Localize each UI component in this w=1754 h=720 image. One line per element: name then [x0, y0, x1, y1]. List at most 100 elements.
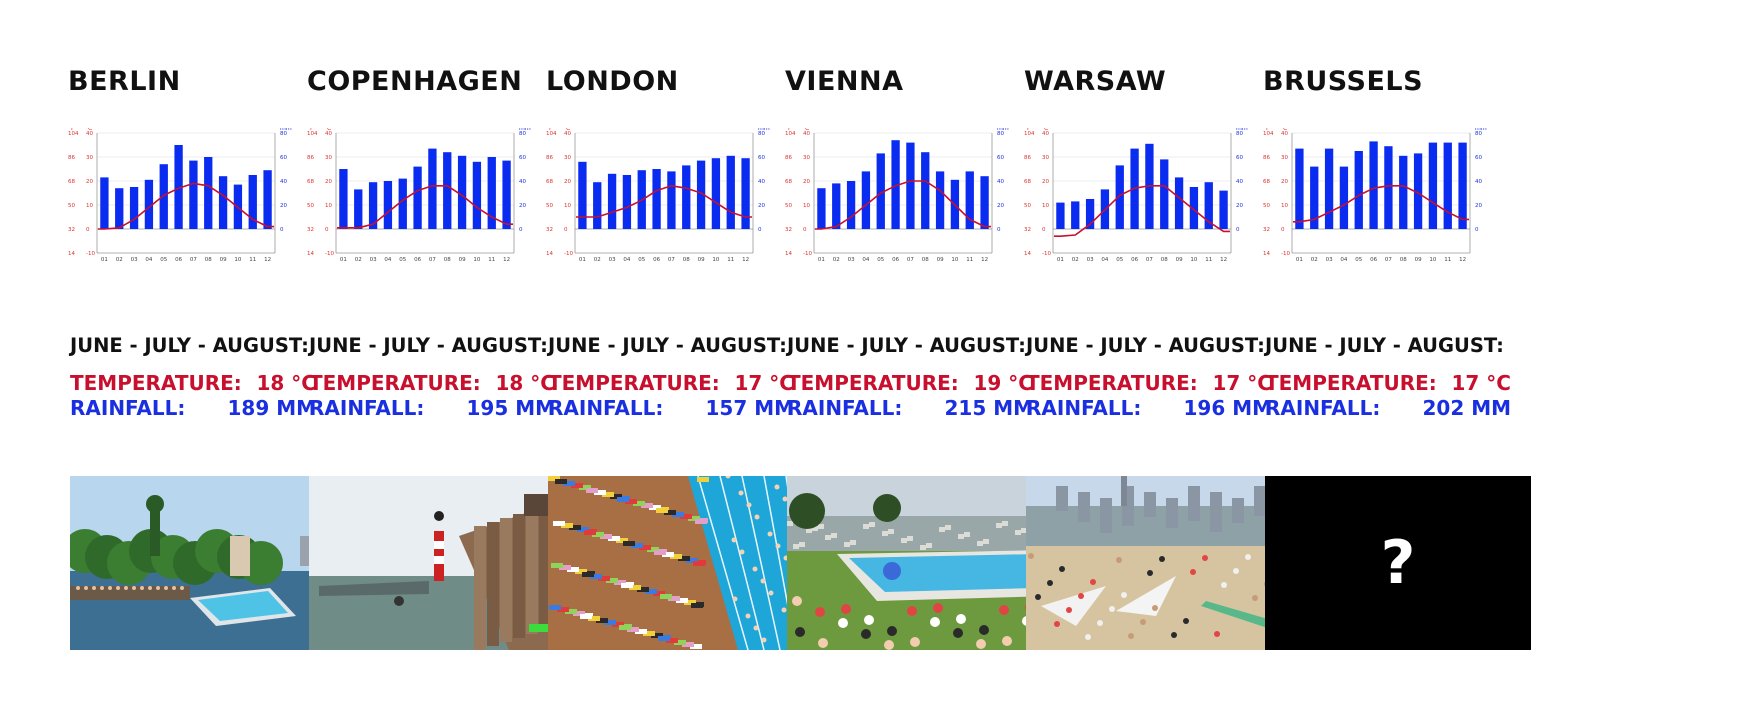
month-tick-label: 11	[488, 257, 495, 263]
month-tick-label: 10	[1190, 257, 1197, 263]
month-tick-label: 01	[1296, 257, 1303, 263]
rain-bar-04	[622, 175, 632, 229]
tick-label-f: 14	[1263, 251, 1270, 257]
rainfall-row: RAINFALL: 202 MM	[1265, 396, 1511, 420]
tick-label-mm: 0	[1236, 227, 1240, 233]
rainfall-label: RAINFALL:	[70, 396, 186, 420]
temperature-line	[1054, 185, 1230, 237]
city-photo	[309, 476, 575, 650]
rain-bar-03	[1085, 199, 1095, 229]
climate-chart: °F °C mm 14 -10 32 0 50 10 68 20 86 30 104 40 0 20 40 60 80…	[546, 125, 812, 298]
temperature-value: 17 °C	[1451, 371, 1511, 395]
rain-bar-11	[248, 175, 257, 229]
month-tick-label: 11	[727, 257, 734, 263]
rain-bar-11	[726, 155, 735, 229]
tick-label-c: 30	[325, 155, 332, 161]
fahrenheit-unit-label: °F	[1263, 128, 1270, 132]
rain-bar-12	[502, 160, 511, 229]
tick-label-f: 86	[1263, 155, 1270, 161]
tick-label-c: -10	[1042, 251, 1051, 257]
climate-chart: °F °C mm 14 -10 32 0 50 10 68 20 86 30 104 40 0 20 40 60 80…	[1024, 125, 1290, 298]
temperature-label: TEMPERATURE:	[309, 371, 481, 395]
tick-label-c: 30	[1042, 155, 1049, 161]
tick-label-mm: 60	[280, 155, 287, 161]
tick-label-c: 20	[86, 179, 93, 185]
tick-label-f: 68	[785, 179, 792, 185]
tick-label-f: 50	[1024, 203, 1031, 209]
celsius-unit-label: °C	[85, 128, 92, 132]
city-title: WARSAW	[1024, 66, 1167, 97]
tick-label-mm: 20	[758, 203, 765, 209]
rain-bar-09	[218, 176, 228, 229]
fahrenheit-unit-label: °F	[1024, 128, 1031, 132]
temperature-row: TEMPERATURE: 17 °C	[548, 371, 794, 395]
tick-label-mm: 0	[280, 227, 284, 233]
tick-label-c: 40	[325, 131, 332, 137]
tick-label-f: 32	[785, 227, 792, 233]
tick-label-c: 20	[564, 179, 571, 185]
temperature-line	[337, 185, 513, 229]
month-tick-label: 07	[1385, 257, 1392, 263]
photo-warsaw-river-beach	[1026, 476, 1292, 650]
rain-bar-08	[921, 152, 930, 229]
temperature-label: TEMPERATURE:	[548, 371, 720, 395]
season-label: JUNE - JULY - AUGUST:	[548, 334, 787, 357]
temperature-row: TEMPERATURE: 18 °C	[70, 371, 316, 395]
photo-berlin-bathing-ship	[70, 476, 336, 650]
tick-label-c: 0	[325, 227, 329, 233]
tick-label-mm: 40	[997, 179, 1004, 185]
rain-bar-10	[711, 158, 721, 229]
month-tick-label: 09	[698, 257, 705, 263]
tick-label-mm: 60	[758, 155, 765, 161]
rainfall-row: RAINFALL: 215 MM	[787, 396, 1033, 420]
rain-bar-07	[428, 148, 437, 229]
rainfall-row: RAINFALL: 157 MM	[548, 396, 794, 420]
tick-label-f: 104	[307, 131, 318, 137]
temperature-label: TEMPERATURE:	[70, 371, 242, 395]
month-tick-label: 02	[355, 257, 362, 263]
month-tick-label: 03	[370, 257, 377, 263]
tick-label-f: 68	[307, 179, 314, 185]
tick-label-f: 50	[68, 203, 75, 209]
tick-label-c: 40	[803, 131, 810, 137]
rain-bar-01	[100, 177, 109, 229]
month-tick-label: 08	[1161, 257, 1168, 263]
climate-chart: °F °C mm 14 -10 32 0 50 10 68 20 86 30 104 40 0 20 40 60 80…	[785, 125, 1051, 298]
tick-label-mm: 20	[519, 203, 526, 209]
month-tick-label: 08	[205, 257, 212, 263]
tick-label-f: 50	[1263, 203, 1270, 209]
temperature-line	[576, 185, 752, 218]
month-tick-label: 04	[145, 257, 152, 263]
tick-label-mm: 80	[280, 131, 287, 137]
rainfall-label: RAINFALL:	[548, 396, 664, 420]
month-tick-label: 10	[712, 257, 719, 263]
tick-label-mm: 60	[519, 155, 526, 161]
rain-bar-11	[1204, 182, 1213, 229]
tick-label-f: 68	[1024, 179, 1031, 185]
rain-bar-11	[965, 171, 974, 229]
rain-bar-07	[906, 142, 915, 229]
tick-label-f: 32	[307, 227, 314, 233]
climate-chart: °F °C mm 14 -10 32 0 50 10 68 20 86 30 104 40 0 20 40 60 80…	[1263, 125, 1529, 298]
rain-bar-04	[144, 179, 154, 229]
temperature-row: TEMPERATURE: 18 °C	[309, 371, 555, 395]
rain-bar-05	[1115, 165, 1124, 229]
month-tick-label: 01	[818, 257, 825, 263]
temperature-value: 17 °C	[1212, 371, 1272, 395]
tick-label-mm: 20	[280, 203, 287, 209]
tick-label-f: 104	[785, 131, 796, 137]
tick-label-c: 10	[1042, 203, 1049, 209]
unknown-question-mark: ?	[1380, 528, 1416, 598]
month-tick-label: 03	[131, 257, 138, 263]
tick-label-c: 10	[325, 203, 332, 209]
rain-bar-08	[682, 165, 691, 229]
rain-bar-07	[189, 160, 198, 229]
rainfall-value: 195 MM	[466, 396, 555, 420]
month-tick-label: 12	[503, 257, 510, 263]
temperature-value: 19 °C	[973, 371, 1033, 395]
rain-bar-01	[339, 169, 348, 229]
month-tick-label: 07	[190, 257, 197, 263]
rain-bar-10	[472, 161, 482, 229]
